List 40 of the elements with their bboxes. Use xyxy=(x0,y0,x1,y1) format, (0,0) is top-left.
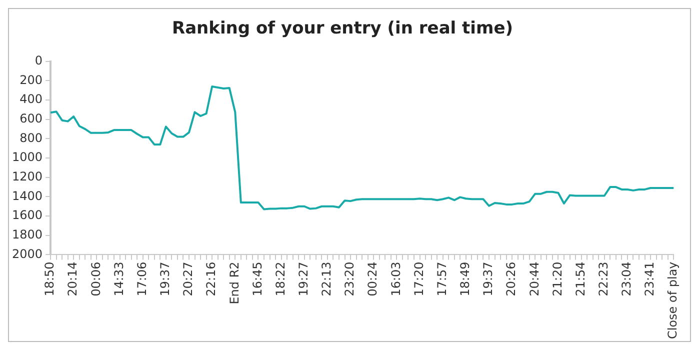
x-tick-label: 22:23 xyxy=(596,262,610,296)
x-tick-label: 19:37 xyxy=(158,262,172,296)
y-tick-label: 800 xyxy=(20,130,43,145)
y-tick-label: 1800 xyxy=(12,228,43,242)
x-tick-label: 17:20 xyxy=(412,262,426,296)
y-tick-label: 2000 xyxy=(12,246,43,261)
y-tick-label: 1400 xyxy=(12,188,43,203)
x-tick-label: 17:57 xyxy=(434,262,449,296)
x-tick-label: 00:24 xyxy=(366,262,380,296)
x-tick-label: 22:13 xyxy=(320,262,334,296)
x-tick-label: Close of play xyxy=(666,262,680,340)
x-tick-label: 16:03 xyxy=(388,262,403,296)
x-tick-label: 19:27 xyxy=(296,262,311,296)
x-tick-label: 23:41 xyxy=(642,262,657,296)
x-tick-label: 18:49 xyxy=(458,262,472,296)
x-tick-label: 23:20 xyxy=(342,262,357,296)
y-tick-label: 200 xyxy=(20,72,43,87)
y-tick-label: 1000 xyxy=(12,150,43,164)
x-tick-label: 20:26 xyxy=(504,262,518,296)
x-tick-label: 20:44 xyxy=(527,262,542,296)
x-tick-label: 22:16 xyxy=(204,262,218,296)
x-tick-label: 20:14 xyxy=(66,262,80,296)
x-tick-label: 18:50 xyxy=(42,262,57,296)
y-tick-label: 1600 xyxy=(12,208,43,222)
x-tick-label: 00:06 xyxy=(88,262,103,296)
x-tick-label: 21:20 xyxy=(550,262,564,296)
x-tick-label: 17:06 xyxy=(134,262,149,296)
chart-title: Ranking of your entry (in real time) xyxy=(172,18,514,39)
x-tick-label: 21:54 xyxy=(573,262,588,296)
y-tick-label: 0 xyxy=(34,54,43,68)
x-tick-label: 18:22 xyxy=(273,262,288,296)
y-tick-label: 600 xyxy=(20,112,43,126)
x-tick-label: 20:27 xyxy=(181,262,196,296)
x-tick-label: 23:04 xyxy=(620,262,634,296)
y-tick-label: 400 xyxy=(20,92,43,106)
x-tick-label: 19:37 xyxy=(481,262,496,296)
x-tick-label: 16:45 xyxy=(250,262,264,296)
x-tick-label: End R2 xyxy=(227,262,242,304)
y-tick-label: 1200 xyxy=(12,170,43,184)
x-tick-label: 14:33 xyxy=(112,262,126,296)
